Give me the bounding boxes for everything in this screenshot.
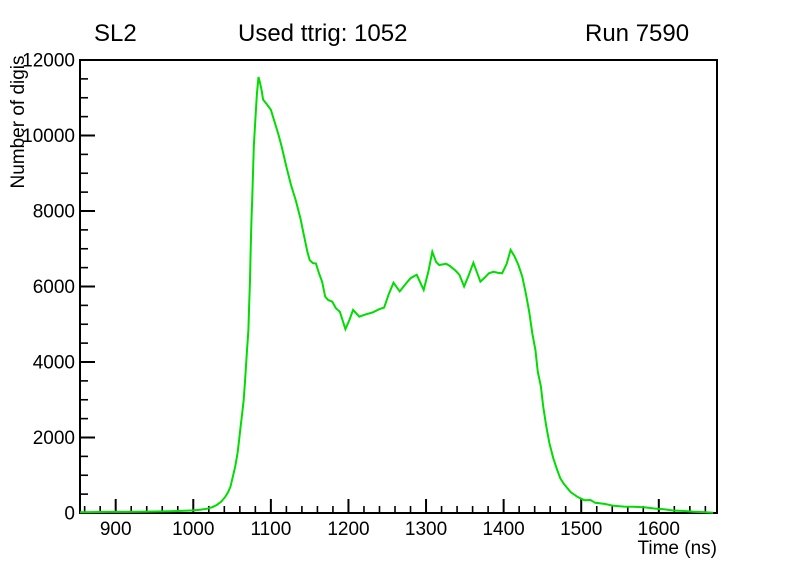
- x-tick-label: 900: [100, 519, 132, 540]
- x-tick-label: 1600: [638, 519, 680, 540]
- y-axis-title: Number of digis: [8, 55, 29, 189]
- y-tick-label: 12000: [22, 51, 75, 72]
- x-tick-label: 1300: [405, 519, 447, 540]
- x-tick-label: 1100: [250, 519, 291, 540]
- x-tick-label: 1500: [560, 519, 602, 540]
- x-tick-label: 1400: [482, 519, 524, 540]
- y-tick-label: 2000: [33, 428, 75, 449]
- x-tick-label: 1000: [172, 519, 214, 540]
- pad-title: Used ttrig: 1052: [238, 20, 408, 47]
- y-tick-label: 6000: [33, 277, 75, 298]
- y-tick-label: 0: [64, 504, 75, 525]
- timebox-curve: [79, 76, 714, 514]
- y-tick-label: 8000: [33, 202, 75, 223]
- y-tick-label: 10000: [22, 126, 75, 147]
- x-axis-title: Time (ns): [637, 538, 717, 559]
- superlayer-title: SL2: [94, 20, 137, 47]
- x-tick-label: 1200: [327, 519, 369, 540]
- plot-frame: [79, 59, 718, 514]
- run-number-title: Run 7590: [585, 20, 690, 47]
- y-tick-label: 4000: [33, 353, 75, 374]
